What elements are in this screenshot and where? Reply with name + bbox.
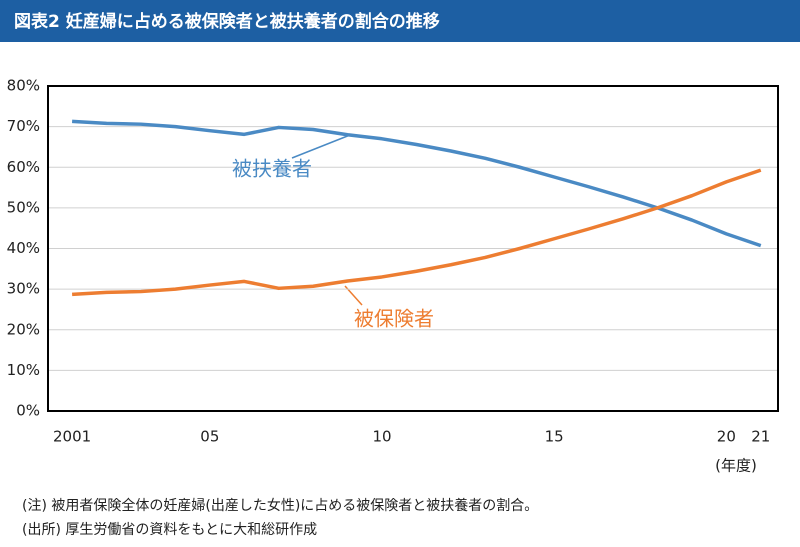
y-tick-label: 70% [7, 117, 40, 135]
chart-title: 図表2 妊産婦に占める被保険者と被扶養者の割合の推移 [14, 11, 440, 32]
y-tick-label: 10% [7, 361, 40, 379]
y-tick-label: 20% [7, 320, 40, 338]
x-tick-label: 20 [717, 428, 736, 446]
series-label: 被扶養者 [232, 157, 312, 181]
note: (注) 被用者保険全体の妊産婦(出産した女性)に占める被保険者と被扶養者の割合。 [22, 497, 538, 514]
x-tick-label: 2001 [53, 428, 91, 446]
y-tick-label: 40% [7, 239, 40, 257]
series-line [72, 119, 762, 248]
x-tick-label: 15 [545, 428, 564, 446]
series-line [72, 168, 762, 297]
series-label: 被保険者 [354, 307, 434, 331]
plot-border [47, 85, 779, 412]
y-tick-label: 60% [7, 158, 40, 176]
y-tick-label: 30% [7, 280, 40, 298]
y-tick-label: 0% [16, 402, 40, 420]
y-tick-label: 80% [7, 77, 40, 95]
leader-line [291, 134, 351, 159]
x-tick-label: 10 [372, 428, 391, 446]
y-tick-label: 50% [7, 198, 40, 216]
x-axis-label: (年度) [715, 457, 757, 475]
title-bar [0, 0, 800, 42]
x-tick-label: 05 [200, 428, 219, 446]
note: (出所) 厚生労働省の資料をもとに大和総研作成 [22, 522, 317, 538]
x-tick-label: 21 [751, 428, 770, 446]
